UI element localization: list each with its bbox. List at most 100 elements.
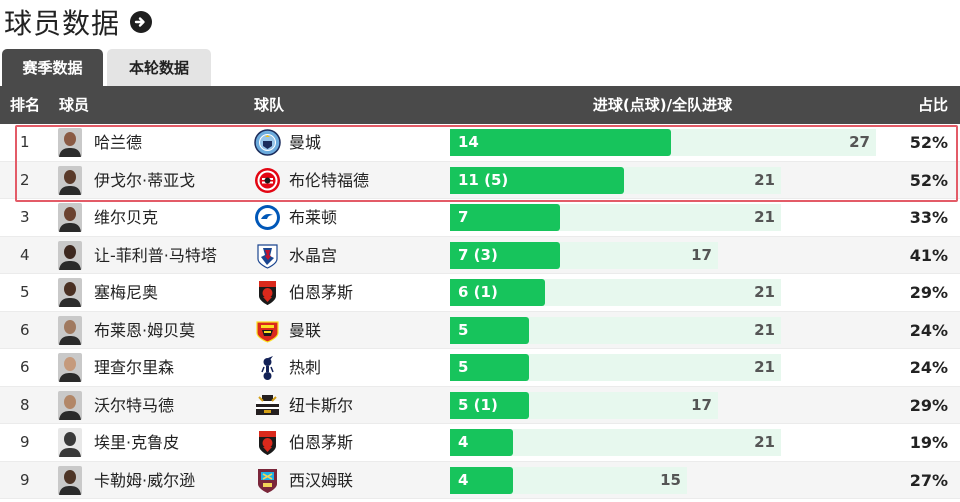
goals-bar: 11 (5) 21	[450, 166, 781, 194]
team-goals-label: 17	[691, 245, 712, 264]
table-row[interactable]: 6 布莱恩·姆贝莫 曼联 5 21 24%	[0, 311, 960, 349]
man-city-crest[interactable]	[254, 129, 281, 156]
table-row[interactable]: 1 哈兰德 曼城 14 27 52%	[0, 124, 960, 162]
tottenham-crest[interactable]	[254, 354, 281, 381]
player-photo[interactable]	[58, 390, 82, 420]
player-goals-bar	[450, 429, 513, 456]
goal-share-percentage: 27%	[909, 470, 948, 490]
table-row[interactable]: 9 埃里·克鲁皮 伯恩茅斯 4 21 19%	[0, 424, 960, 462]
table-row[interactable]: 6 理查尔里森 热刺 5 21 24%	[0, 349, 960, 387]
table-row[interactable]: 8 沃尔特马德 纽卡斯尔 5 (1) 17 29%	[0, 386, 960, 424]
team-name[interactable]: 布莱顿	[289, 208, 338, 227]
player-name[interactable]: 哈兰德	[94, 133, 143, 152]
rank-cell: 4	[20, 245, 30, 264]
goal-share-percentage: 29%	[909, 283, 948, 302]
newcastle-crest[interactable]	[254, 392, 281, 419]
player-photo[interactable]	[58, 203, 82, 232]
team-name[interactable]: 曼联	[289, 320, 322, 340]
goals-bar: 5 (1) 17	[450, 391, 718, 419]
column-header-goals[interactable]: 进球(点球)/全队进球	[592, 96, 733, 114]
team-name[interactable]: 纽卡斯尔	[289, 395, 354, 415]
player-stats-table: 排名 球员 球队 进球(点球)/全队进球 占比 1 哈兰德 曼城 14 27 52% 2 伊戈…	[0, 86, 960, 499]
goals-bar: 5 21	[450, 316, 781, 344]
goals-bar: 7 (3) 17	[450, 241, 718, 269]
table-row[interactable]: 2 伊戈尔·蒂亚戈 布伦特福德 11 (5) 21 52%	[0, 161, 960, 199]
brighton-crest[interactable]	[254, 204, 281, 231]
team-name[interactable]: 伯恩茅斯	[289, 283, 354, 302]
player-name[interactable]: 布莱恩·姆贝莫	[94, 320, 196, 340]
table-row[interactable]: 5 塞梅尼奥 伯恩茅斯 6 (1) 21 29%	[0, 274, 960, 312]
player-goals-label: 5	[458, 358, 469, 376]
table-row[interactable]: 4 让-菲利普·马特塔 水晶宫 7 (3) 17 41%	[0, 236, 960, 274]
player-name[interactable]: 塞梅尼奥	[94, 283, 159, 302]
team-goals-label: 21	[754, 283, 775, 301]
player-goals-label: 7	[458, 208, 469, 226]
player-photo[interactable]	[58, 465, 82, 495]
player-photo[interactable]	[58, 315, 82, 345]
team-goals-label: 21	[754, 320, 775, 339]
player-goals-label: 6 (1)	[458, 283, 498, 301]
team-goals-label: 21	[754, 358, 775, 376]
player-name[interactable]: 卡勒姆·威尔逊	[94, 470, 196, 490]
player-photo[interactable]	[58, 278, 82, 307]
team-name[interactable]: 水晶宫	[289, 245, 338, 265]
player-photo[interactable]	[58, 165, 82, 195]
player-photo[interactable]	[58, 353, 82, 382]
player-goals-label: 5	[458, 320, 469, 339]
player-name[interactable]: 让-菲利普·马特塔	[94, 245, 217, 265]
goal-share-percentage: 33%	[909, 208, 948, 227]
team-name[interactable]: 布伦特福德	[289, 170, 370, 190]
team-goals-label: 21	[754, 433, 775, 451]
crystal-palace-crest[interactable]	[254, 242, 281, 269]
column-header-percentage[interactable]: 占比	[917, 96, 948, 114]
player-photo[interactable]	[58, 240, 82, 270]
rank-cell: 2	[20, 170, 30, 189]
table-row[interactable]: 9 卡勒姆·威尔逊 西汉姆联 4 15 27%	[0, 461, 960, 499]
bournemouth-crest[interactable]	[254, 279, 281, 306]
goals-bar: 6 (1) 21	[450, 279, 781, 306]
team-goals-label: 15	[660, 470, 681, 489]
goal-share-percentage: 29%	[909, 395, 948, 415]
rank-cell: 8	[20, 395, 30, 414]
player-goals-bar	[450, 466, 513, 494]
goal-share-percentage: 24%	[909, 320, 948, 340]
goal-share-percentage: 24%	[909, 358, 948, 377]
column-header-team[interactable]: 球队	[254, 96, 285, 114]
tab-bar: 赛季数据 本轮数据	[2, 49, 215, 86]
goal-share-percentage: 19%	[909, 433, 948, 452]
player-name[interactable]: 沃尔特马德	[94, 395, 175, 415]
team-name[interactable]: 伯恩茅斯	[289, 433, 354, 452]
team-name[interactable]: 西汉姆联	[289, 470, 354, 490]
rank-cell: 6	[20, 320, 30, 339]
team-name[interactable]: 热刺	[289, 358, 322, 377]
brentford-crest[interactable]	[254, 167, 281, 194]
goal-share-percentage: 52%	[909, 170, 948, 190]
page-title: 球员数据	[4, 7, 121, 40]
man-utd-crest[interactable]	[254, 317, 281, 344]
player-name[interactable]: 伊戈尔·蒂亚戈	[94, 170, 196, 190]
arrow-right-icon[interactable]	[130, 11, 153, 33]
player-goals-bar	[450, 316, 529, 344]
player-goals-label: 7 (3)	[458, 245, 498, 264]
player-goals-label: 11 (5)	[458, 170, 509, 189]
bournemouth-crest[interactable]	[254, 429, 281, 456]
player-name[interactable]: 维尔贝克	[94, 208, 159, 227]
player-name[interactable]: 理查尔里森	[94, 358, 175, 377]
player-photo[interactable]	[58, 428, 82, 457]
column-header-player[interactable]: 球员	[59, 96, 90, 114]
column-header-rank[interactable]: 排名	[10, 96, 41, 114]
rank-cell: 9	[20, 470, 30, 489]
tab-season-stats[interactable]: 赛季数据	[2, 49, 103, 86]
goals-bar: 4 15	[450, 466, 687, 494]
tab-round-stats[interactable]: 本轮数据	[107, 49, 211, 86]
player-name[interactable]: 埃里·克鲁皮	[94, 433, 180, 452]
west-ham-crest[interactable]	[254, 467, 281, 494]
player-photo[interactable]	[58, 128, 82, 157]
player-goals-bar	[450, 279, 545, 306]
team-name[interactable]: 曼城	[289, 133, 322, 152]
table-row[interactable]: 3 维尔贝克 布莱顿 7 21 33%	[0, 199, 960, 237]
rank-cell: 5	[20, 283, 30, 301]
goals-bar: 5 21	[450, 354, 781, 381]
goals-bar: 14 27	[450, 129, 876, 156]
player-goals-bar	[450, 204, 560, 231]
